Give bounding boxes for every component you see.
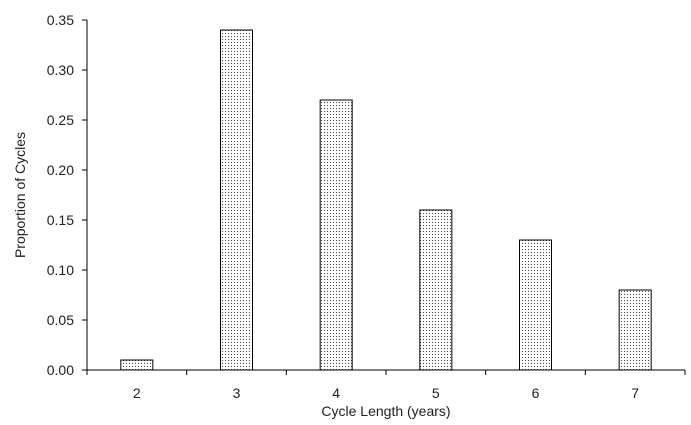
y-tick-label: 0.05 <box>47 312 74 328</box>
y-tick-label: 0.30 <box>47 62 74 78</box>
y-tick-label: 0.25 <box>47 112 74 128</box>
x-tick-label: 2 <box>133 385 141 401</box>
x-tick-label: 5 <box>432 385 440 401</box>
y-axis-title: Proportion of Cycles <box>12 132 28 258</box>
y-tick-label: 0.10 <box>47 262 74 278</box>
y-tick-label: 0.00 <box>47 362 74 378</box>
y-tick-label: 0.15 <box>47 212 74 228</box>
bar-7 <box>618 289 652 371</box>
y-tick-label: 0.35 <box>47 12 74 28</box>
y-tick-label: 0.20 <box>47 162 74 178</box>
x-axis-title: Cycle Length (years) <box>321 403 450 419</box>
bars <box>120 29 652 371</box>
bar-5 <box>419 209 453 371</box>
bar-4 <box>319 99 353 371</box>
x-tick-label: 7 <box>631 385 639 401</box>
x-tick-label: 4 <box>332 385 340 401</box>
bar-3 <box>220 29 253 371</box>
x-tick-label: 6 <box>532 385 540 401</box>
x-axis: 2 3 4 5 6 7 <box>86 369 686 401</box>
bar-2 <box>120 359 154 371</box>
bar-6 <box>519 239 552 371</box>
x-tick-label: 3 <box>233 385 241 401</box>
y-axis: 0.00 0.05 0.10 0.15 0.20 0.25 0.30 0.35 <box>47 12 88 378</box>
